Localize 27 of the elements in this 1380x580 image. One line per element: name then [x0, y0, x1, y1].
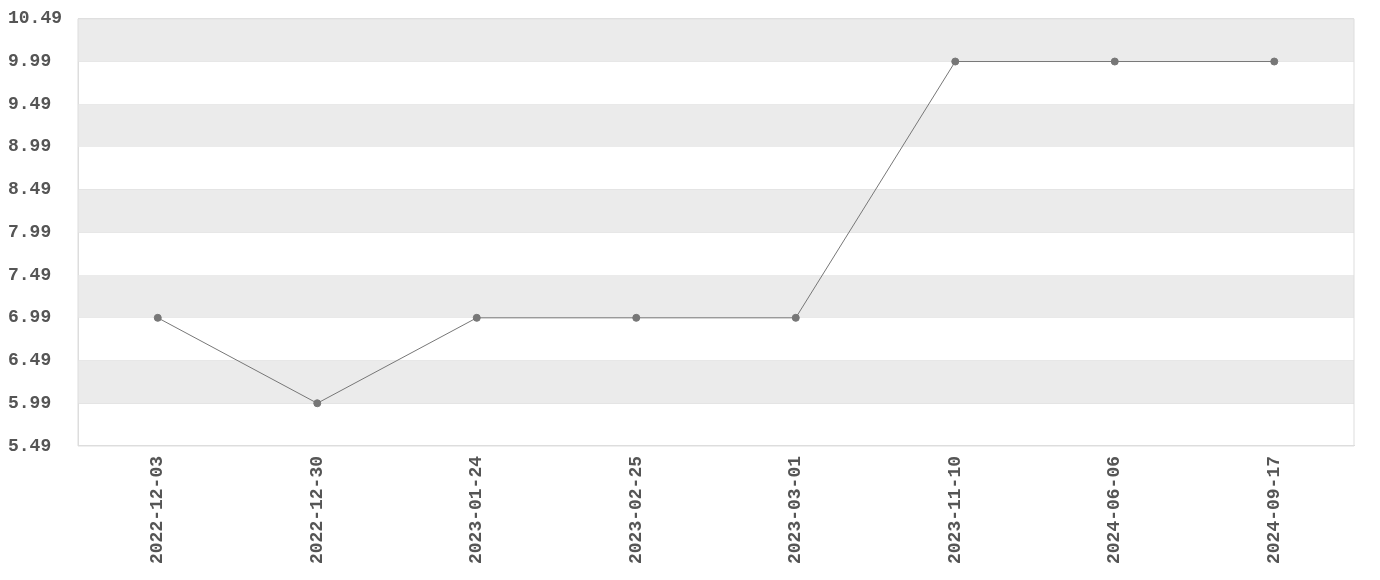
x-tick-label: 2023-11-10	[944, 455, 965, 565]
point	[313, 399, 322, 408]
point	[1270, 57, 1279, 66]
point	[1110, 57, 1119, 66]
y-tick-label: 8.99	[8, 136, 52, 157]
x-tick-label: 2023-01-24	[466, 455, 487, 565]
x-tick-label: 2023-03-01	[785, 455, 806, 565]
x-tick-label: 2024-06-06	[1104, 455, 1125, 565]
y-tick-label: 8.49	[8, 179, 52, 200]
y-tick-label: 7.99	[8, 221, 52, 242]
point	[632, 313, 641, 322]
y-tick-label: 10.49	[8, 8, 63, 29]
point	[791, 313, 800, 322]
x-tick-label: 2023-02-25	[625, 455, 646, 565]
x-tick-label: 2022-12-03	[147, 455, 168, 565]
y-tick-label: 5.99	[8, 392, 52, 413]
y-tick-label: 6.49	[8, 350, 52, 371]
point	[472, 313, 481, 322]
point	[951, 57, 960, 66]
y-tick-label: 9.49	[8, 93, 52, 114]
x-tick-label: 2022-12-30	[306, 455, 327, 565]
y-tick-label: 9.99	[8, 51, 52, 72]
y-tick-label: 6.99	[8, 307, 52, 328]
y-tick-label: 7.49	[8, 264, 52, 285]
point	[153, 313, 162, 322]
x-tick-label: 2024-09-17	[1263, 455, 1284, 565]
y-tick-label: 5.49	[8, 435, 52, 456]
